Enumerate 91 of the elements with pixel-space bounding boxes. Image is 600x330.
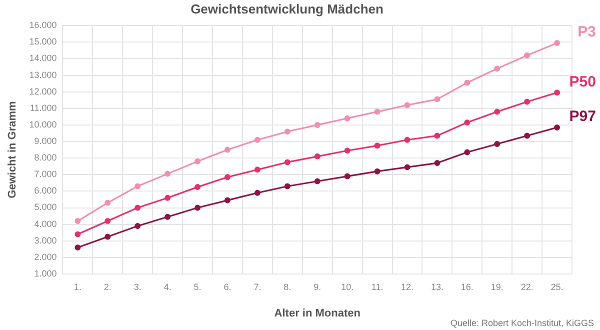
y-tick-label: 13.000: [29, 70, 57, 80]
point: [344, 115, 350, 122]
series-label: P97: [569, 108, 596, 126]
point: [74, 231, 81, 238]
point: [254, 136, 260, 143]
x-tick-label: 4.: [164, 282, 172, 292]
x-tick-label: 10.: [341, 282, 354, 292]
point: [194, 184, 201, 190]
point: [224, 197, 230, 204]
y-tick-label: 12.000: [29, 86, 57, 96]
x-tick-label: 16.: [460, 282, 474, 292]
point: [164, 214, 171, 220]
x-tick-label: 9.: [314, 282, 322, 292]
point: [344, 173, 350, 180]
point: [104, 200, 111, 206]
point: [224, 146, 230, 153]
y-tick-label: 8.000: [34, 152, 57, 163]
point: [494, 108, 500, 115]
point: [194, 158, 201, 164]
series-label: P50: [569, 73, 596, 90]
point: [494, 66, 500, 72]
x-tick-label: 7.: [254, 282, 262, 292]
x-tick-label: 11.: [371, 282, 384, 292]
point: [554, 124, 560, 130]
y-tick-label: 9.000: [34, 136, 57, 146]
point: [554, 90, 560, 96]
point: [554, 40, 560, 46]
point: [104, 218, 111, 224]
point: [434, 132, 440, 139]
y-tick-label: 3.000: [34, 235, 57, 246]
y-tick-label: 1.000: [34, 268, 57, 278]
point: [434, 96, 440, 102]
x-tick-label: 19.: [490, 282, 504, 292]
y-tick-label: 7.000: [34, 169, 57, 180]
source-note: Quelle: Robert Koch-Institut, KiGGS: [450, 318, 594, 328]
x-tick-label: 1.: [74, 282, 82, 292]
point: [524, 132, 530, 139]
point: [524, 52, 530, 58]
point: [134, 222, 141, 229]
y-tick-label: 5.000: [34, 202, 57, 212]
point: [464, 119, 470, 126]
point: [164, 194, 171, 201]
point: [464, 149, 470, 156]
point: [74, 244, 81, 251]
point: [254, 190, 260, 196]
point: [224, 174, 230, 180]
x-tick-label: 13.: [430, 282, 444, 292]
point: [524, 98, 530, 105]
point: [404, 102, 410, 108]
y-tick-label: 15.000: [29, 36, 57, 47]
y-tick-label: 14.000: [29, 53, 57, 64]
y-tick-label: 16.000: [29, 20, 57, 30]
chart-title: Gewichtsentwicklung Mädchen: [190, 1, 384, 16]
point: [314, 122, 320, 128]
point: [374, 142, 380, 149]
point: [284, 128, 290, 135]
x-axis-title: Alter in Monaten: [274, 307, 361, 320]
point: [464, 80, 470, 86]
y-tick-label: 2.000: [34, 252, 57, 262]
point: [284, 159, 290, 166]
point: [434, 160, 440, 166]
point: [404, 136, 410, 143]
point: [494, 141, 500, 148]
point: [374, 168, 380, 174]
point: [284, 183, 290, 190]
point: [314, 178, 320, 184]
point: [164, 170, 171, 177]
x-tick-label: 8.: [284, 282, 292, 292]
point: [374, 108, 380, 115]
x-tick-label: 22.: [520, 282, 534, 292]
point: [134, 183, 141, 190]
y-tick-label: 4.000: [34, 218, 57, 229]
point: [194, 204, 201, 211]
point: [104, 234, 111, 240]
point: [344, 148, 350, 154]
x-tick-label: 2.: [104, 282, 112, 292]
x-tick-label: 6.: [224, 282, 232, 292]
y-tick-label: 6.000: [34, 186, 57, 196]
point: [134, 204, 141, 211]
point: [254, 166, 260, 173]
y-tick-label: 10.000: [29, 119, 57, 130]
point: [314, 153, 320, 160]
x-tick-label: 12.: [400, 282, 414, 292]
point: [404, 164, 410, 170]
x-tick-label: 3.: [134, 282, 142, 292]
x-tick-label: 25.: [550, 282, 564, 292]
y-tick-label: 11.000: [30, 102, 57, 113]
y-axis-title: Gewicht in Gramm: [6, 100, 19, 198]
point: [74, 218, 81, 224]
series-label: P3: [578, 24, 596, 41]
x-tick-label: 5.: [194, 282, 202, 292]
